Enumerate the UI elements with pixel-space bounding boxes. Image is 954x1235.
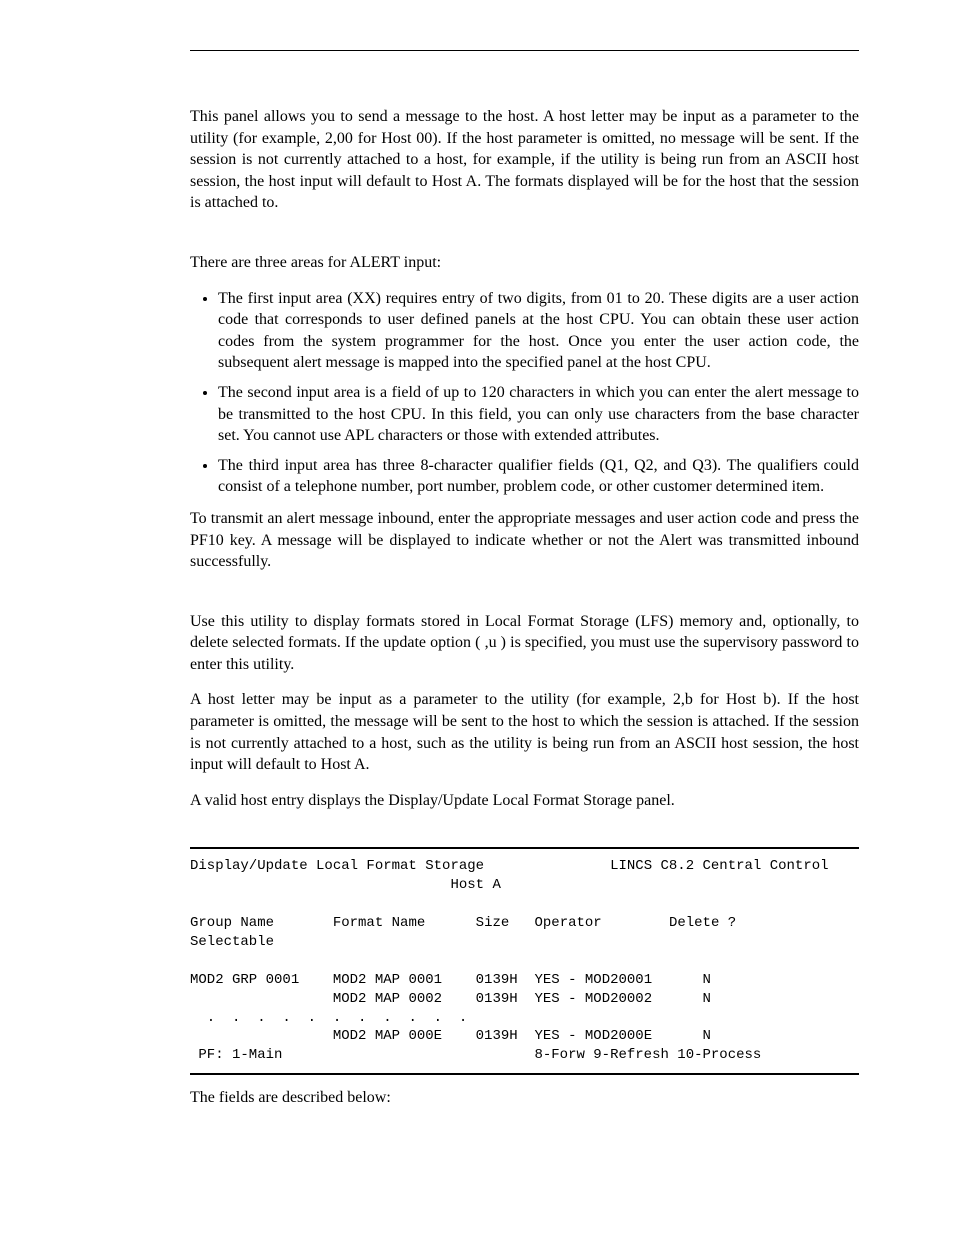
term-h-selectable: Selectable (190, 934, 274, 950)
alert-item-2: The second input area is a field of up t… (218, 382, 859, 447)
page: This panel allows you to send a message … (0, 0, 954, 1235)
term-footer-right: 8-Forw 9-Refresh 10-Process (534, 1047, 761, 1063)
term-subtitle-row: Host A (190, 876, 859, 895)
term-title-left: Display/Update Local Format Storage (190, 858, 484, 874)
term-r2-delete: N (703, 991, 711, 1007)
alert-item-1: The first input area (XX) requires entry… (218, 288, 859, 374)
top-rule (190, 50, 859, 51)
term-header-row-2: Selectable (190, 933, 859, 952)
terminal-panel: Display/Update Local Format Storage LINC… (190, 847, 859, 1075)
term-r4-size: 0139H (476, 1028, 518, 1044)
term-row-2: MOD2 MAP 0002 0139H YES - MOD20002 N (190, 990, 859, 1009)
term-r1-group: MOD2 GRP 0001 (190, 972, 299, 988)
term-r3-format: . . . . . . (333, 1010, 467, 1026)
term-r2-format: MOD2 MAP 0002 (333, 991, 442, 1007)
lfs-p3: A valid host entry displays the Display/… (190, 790, 859, 812)
term-r4-format: MOD2 MAP 000E (333, 1028, 442, 1044)
term-r4-delete: N (703, 1028, 711, 1044)
lfs-p1: Use this utility to display formats stor… (190, 611, 859, 676)
term-title-row: Display/Update Local Format Storage LINC… (190, 857, 859, 876)
alert-list: The first input area (XX) requires entry… (190, 288, 859, 498)
term-r1-size: 0139H (476, 972, 518, 988)
term-r1-operator: YES - MOD20001 (534, 972, 652, 988)
term-h-group: Group Name (190, 915, 274, 931)
term-footer-left: PF: 1-Main (190, 1047, 282, 1063)
term-row-3: . . . . . . . . . . . (190, 1009, 859, 1028)
term-r3-group: . . . . . (190, 1010, 316, 1026)
term-h-delete: Delete ? (669, 915, 736, 931)
alert-lead: There are three areas for ALERT input: (190, 252, 859, 274)
term-r4-operator: YES - MOD2000E (534, 1028, 652, 1044)
term-row-1: MOD2 GRP 0001 MOD2 MAP 0001 0139H YES - … (190, 971, 859, 990)
term-h-operator: Operator (535, 915, 602, 931)
closing-paragraph: The fields are described below: (190, 1087, 859, 1109)
term-subtitle: Host A (450, 877, 500, 893)
intro-paragraph: This panel allows you to send a message … (190, 106, 859, 214)
term-blank-2 (190, 952, 859, 971)
alert-trail: To transmit an alert message inbound, en… (190, 508, 859, 573)
term-r2-operator: YES - MOD20002 (534, 991, 652, 1007)
term-footer-row: PF: 1-Main 8-Forw 9-Refresh 10-Process (190, 1046, 859, 1065)
term-r1-delete: N (703, 972, 711, 988)
term-r2-size: 0139H (476, 991, 518, 1007)
term-row-4: MOD2 MAP 000E 0139H YES - MOD2000E N (190, 1027, 859, 1046)
term-h-format: Format Name (333, 915, 425, 931)
term-r1-format: MOD2 MAP 0001 (333, 972, 442, 988)
term-blank-1 (190, 895, 859, 914)
term-header-row: Group Name Format Name Size Operator Del… (190, 914, 859, 933)
lfs-p2: A host letter may be input as a paramete… (190, 689, 859, 775)
term-title-right: LINCS C8.2 Central Control (610, 858, 828, 874)
term-h-size: Size (476, 915, 510, 931)
alert-item-3: The third input area has three 8-charact… (218, 455, 859, 498)
